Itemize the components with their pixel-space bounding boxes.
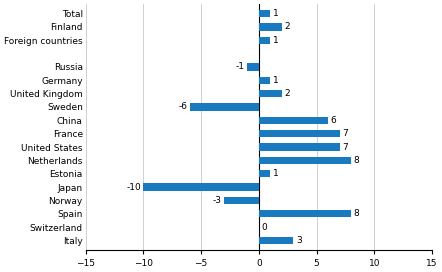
Text: 3: 3 bbox=[296, 236, 301, 245]
Text: 6: 6 bbox=[331, 116, 336, 125]
Bar bbox=[259, 170, 271, 177]
Text: -3: -3 bbox=[213, 196, 222, 205]
Bar bbox=[259, 23, 282, 30]
Bar bbox=[190, 103, 259, 111]
Text: -6: -6 bbox=[178, 103, 187, 112]
Text: 8: 8 bbox=[354, 156, 359, 165]
Text: 8: 8 bbox=[354, 209, 359, 218]
Bar bbox=[259, 210, 351, 217]
Text: 0: 0 bbox=[261, 222, 267, 232]
Bar bbox=[259, 90, 282, 97]
Text: 7: 7 bbox=[342, 143, 348, 152]
Text: -1: -1 bbox=[236, 62, 245, 72]
Bar bbox=[259, 143, 340, 151]
Bar bbox=[259, 237, 293, 244]
Bar bbox=[143, 183, 259, 191]
Bar bbox=[259, 10, 271, 17]
Bar bbox=[224, 197, 259, 204]
Text: 1: 1 bbox=[273, 36, 278, 45]
Bar bbox=[259, 36, 271, 44]
Text: 2: 2 bbox=[284, 22, 290, 31]
Text: -10: -10 bbox=[126, 183, 141, 191]
Bar bbox=[259, 117, 328, 124]
Bar bbox=[259, 157, 351, 164]
Text: 2: 2 bbox=[284, 89, 290, 98]
Bar bbox=[259, 77, 271, 84]
Text: 1: 1 bbox=[273, 9, 278, 18]
Bar bbox=[247, 63, 259, 70]
Bar bbox=[259, 130, 340, 137]
Text: 7: 7 bbox=[342, 129, 348, 138]
Text: 1: 1 bbox=[273, 169, 278, 178]
Text: 1: 1 bbox=[273, 76, 278, 85]
